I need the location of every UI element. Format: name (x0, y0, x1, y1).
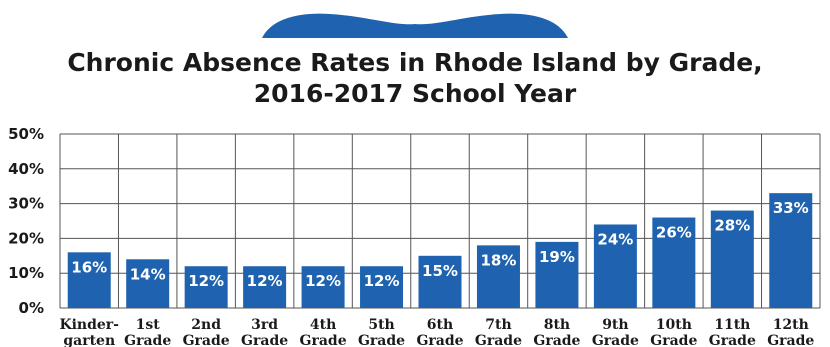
x-tick-label: 3rd (251, 317, 278, 333)
chart-subtitle: 2016-2017 School Year (254, 79, 577, 108)
bar-value-label: 16% (71, 258, 107, 276)
bar (126, 259, 170, 308)
bar-value-label: 28% (714, 217, 750, 235)
x-tick-label-line2: Grade (709, 333, 756, 347)
bar-value-label: 33% (773, 199, 809, 217)
x-tick-label-line2: Grade (767, 333, 814, 347)
bar-value-label: 19% (539, 248, 575, 266)
bar (535, 241, 579, 308)
x-tick-label-line2: Grade (416, 333, 463, 347)
bar (243, 266, 287, 308)
axis-labels: 0%10%20%30%40%50%Kinder-garten1stGrade2n… (8, 125, 814, 347)
y-tick-label: 20% (8, 229, 44, 247)
bar-value-label: 15% (422, 262, 458, 280)
x-tick-label: 7th (485, 317, 511, 333)
bar (67, 252, 111, 308)
bar-value-label: 12% (305, 272, 341, 290)
bar (360, 266, 404, 308)
x-tick-label-line2: Grade (300, 333, 347, 347)
x-tick-label: 6th (427, 317, 453, 333)
bar (593, 224, 637, 308)
x-tick-label-line2: Grade (241, 333, 288, 347)
open-book-icon (262, 13, 568, 38)
x-tick-label-line2: garten (63, 333, 115, 347)
x-tick-label-line2: Grade (475, 333, 522, 347)
y-tick-label: 10% (8, 264, 44, 282)
x-tick-label-line2: Grade (183, 333, 230, 347)
x-tick-label: Kinder- (59, 317, 119, 333)
bar (476, 245, 520, 308)
bar-value-label: 14% (130, 265, 166, 283)
y-tick-label: 30% (8, 195, 44, 213)
x-tick-label: 10th (656, 317, 692, 333)
bar (769, 193, 813, 308)
x-tick-label-line2: Grade (358, 333, 405, 347)
bar (652, 217, 696, 308)
x-tick-label-line2: Grade (533, 333, 580, 347)
bar-value-label: 18% (481, 251, 517, 269)
bar (184, 266, 228, 308)
chart-title: Chronic Absence Rates in Rhode Island by… (67, 48, 762, 77)
x-tick-label: 4th (310, 317, 336, 333)
x-tick-label: 8th (544, 317, 570, 333)
x-tick-label: 5th (368, 317, 394, 333)
plot-grid (59, 133, 821, 309)
x-tick-label-line2: Grade (650, 333, 697, 347)
x-tick-label: 2nd (191, 317, 221, 333)
x-tick-label: 1st (136, 317, 161, 333)
bar (301, 266, 345, 308)
bar (710, 210, 754, 308)
bar-value-label: 12% (188, 272, 224, 290)
bar-series: 16% 14% 12% 12% 12% 12% 15% 18% 19% 24% 26% 28% 33% (67, 193, 813, 308)
bar-value-label: 26% (656, 224, 692, 242)
y-tick-label: 50% (8, 125, 44, 143)
x-tick-label-line2: Grade (592, 333, 639, 347)
x-tick-label: 11th (714, 317, 750, 333)
x-tick-label: 12th (773, 317, 809, 333)
x-tick-label: 9th (602, 317, 628, 333)
x-tick-label-line2: Grade (124, 333, 171, 347)
y-tick-label: 0% (19, 299, 44, 317)
bar-value-label: 12% (364, 272, 400, 290)
bar (418, 255, 462, 308)
bar-value-label: 12% (247, 272, 283, 290)
y-tick-label: 40% (8, 160, 44, 178)
bar-value-label: 24% (597, 230, 633, 248)
